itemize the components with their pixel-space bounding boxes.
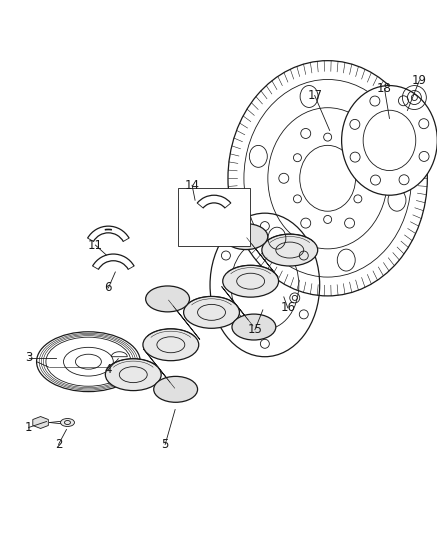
- Ellipse shape: [232, 314, 276, 340]
- Text: 15: 15: [247, 324, 262, 336]
- Text: 4: 4: [105, 363, 112, 376]
- Text: 19: 19: [412, 74, 427, 87]
- Text: 14: 14: [184, 179, 200, 192]
- Text: 6: 6: [105, 281, 112, 294]
- Text: 17: 17: [307, 89, 322, 102]
- Text: 1: 1: [25, 421, 32, 434]
- Ellipse shape: [224, 224, 268, 249]
- Text: 5: 5: [162, 438, 169, 451]
- Ellipse shape: [184, 296, 240, 328]
- Polygon shape: [237, 225, 278, 277]
- Polygon shape: [159, 288, 200, 340]
- Polygon shape: [222, 286, 263, 338]
- Ellipse shape: [60, 418, 74, 426]
- Polygon shape: [33, 416, 48, 429]
- Text: 2: 2: [55, 438, 62, 451]
- Text: 16: 16: [280, 301, 295, 314]
- Text: 11: 11: [88, 239, 103, 252]
- Polygon shape: [143, 349, 184, 400]
- Ellipse shape: [143, 329, 199, 361]
- Ellipse shape: [106, 359, 161, 391]
- Ellipse shape: [223, 265, 279, 297]
- Text: 18: 18: [377, 82, 392, 95]
- Text: 3: 3: [25, 351, 32, 364]
- Ellipse shape: [154, 376, 198, 402]
- Bar: [178, 188, 250, 246]
- Ellipse shape: [146, 286, 190, 312]
- Ellipse shape: [342, 86, 437, 195]
- Ellipse shape: [262, 234, 318, 266]
